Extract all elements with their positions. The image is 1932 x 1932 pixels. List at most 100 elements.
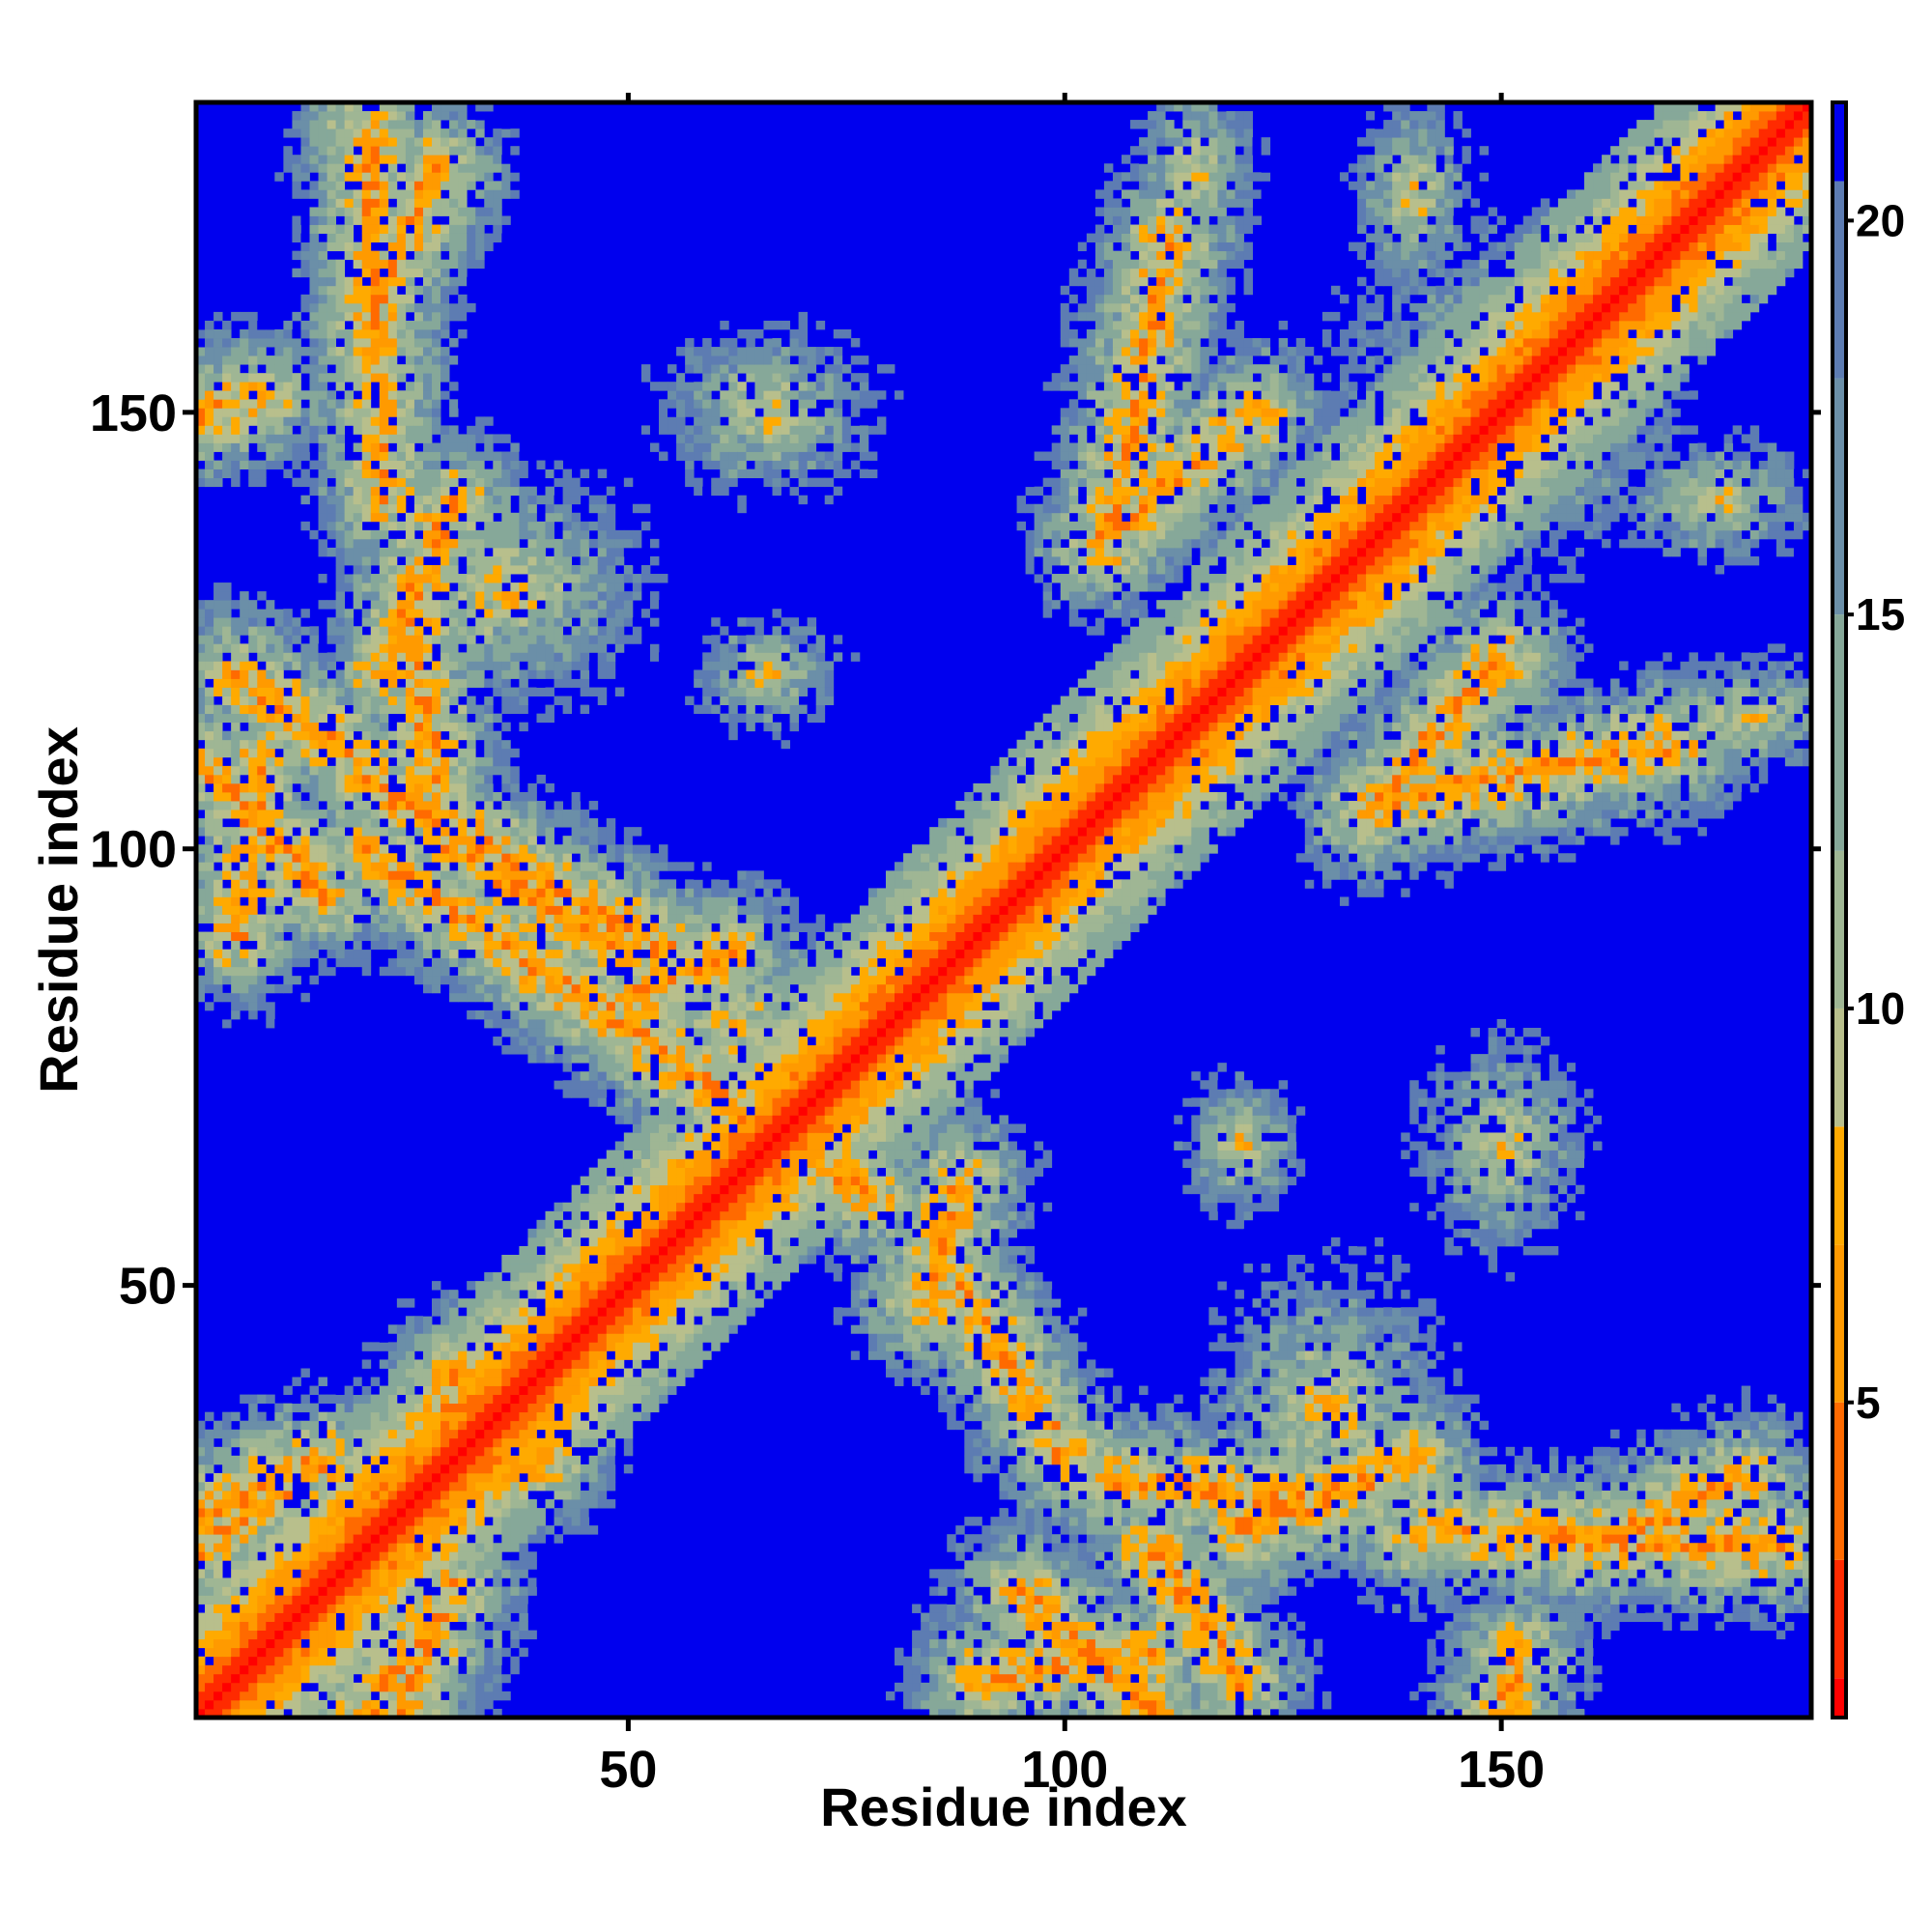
heatmap-cell <box>432 294 441 304</box>
heatmap-cell <box>571 966 582 977</box>
heatmap-cell <box>274 451 284 461</box>
heatmap-cell <box>309 730 319 741</box>
heatmap-cell <box>475 486 485 497</box>
heatmap-cell <box>309 320 319 330</box>
heatmap-cell <box>379 600 389 610</box>
heatmap-cell <box>309 853 319 863</box>
heatmap-cell <box>588 1525 599 1535</box>
heatmap-cell <box>405 1664 415 1675</box>
heatmap-cell <box>196 1586 206 1596</box>
heatmap-cell <box>257 399 267 409</box>
heatmap-cell <box>440 1411 450 1422</box>
heatmap-cell <box>248 1690 258 1701</box>
heatmap-cell <box>387 1420 398 1431</box>
heatmap-cell <box>536 1525 546 1535</box>
heatmap-cell <box>213 1638 223 1649</box>
heatmap-cell <box>571 888 582 897</box>
heatmap-cell <box>501 1307 511 1317</box>
heatmap-cell <box>196 1664 206 1675</box>
heatmap-cell <box>449 338 459 348</box>
heatmap-cell <box>248 1491 258 1500</box>
heatmap-cell <box>361 1377 372 1386</box>
heatmap-cell <box>387 1463 398 1474</box>
heatmap-cell <box>335 756 346 767</box>
heatmap-cell <box>370 495 381 505</box>
heatmap-cell <box>527 652 537 662</box>
heatmap-cell <box>327 791 337 802</box>
heatmap-cell <box>475 189 485 199</box>
heatmap-cell <box>196 888 206 897</box>
heatmap-cell <box>309 678 319 688</box>
heatmap-cell <box>283 1385 293 1395</box>
heatmap-cell <box>353 1708 363 1719</box>
heatmap-cell <box>353 818 363 828</box>
heatmap-cell <box>527 486 537 497</box>
heatmap-cell <box>205 992 214 1003</box>
heatmap-cell <box>344 756 355 767</box>
heatmap-cell <box>432 600 441 610</box>
heatmap-cell <box>413 923 424 932</box>
heatmap-cell <box>475 782 485 793</box>
heatmap-cell <box>571 1037 582 1046</box>
heatmap-cell <box>449 983 459 994</box>
heatmap-cell <box>335 355 346 365</box>
heatmap-cell <box>458 189 468 199</box>
heatmap-cell <box>510 451 520 461</box>
heatmap-cell <box>467 931 476 942</box>
heatmap-cell <box>440 1307 450 1317</box>
heatmap-cell <box>309 870 319 880</box>
heatmap-cell <box>458 853 468 863</box>
heatmap-cell <box>405 1316 415 1325</box>
heatmap-cell <box>405 382 415 391</box>
heatmap-cell <box>379 730 389 741</box>
heatmap-cell <box>213 1517 223 1526</box>
heatmap-cell <box>571 844 582 854</box>
heatmap-cell <box>257 730 267 741</box>
heatmap-cell <box>318 355 327 365</box>
heatmap-cell <box>440 1595 450 1605</box>
heatmap-cell <box>240 1481 249 1492</box>
heatmap-cell <box>536 1045 546 1055</box>
heatmap-cell <box>327 1560 337 1570</box>
heatmap-cell <box>467 242 476 252</box>
heatmap-cell <box>493 1403 502 1413</box>
heatmap-cell <box>562 966 573 977</box>
heatmap-cell <box>379 250 389 261</box>
heatmap-cell <box>196 442 206 452</box>
heatmap-cell <box>493 905 502 915</box>
heatmap-cell <box>205 364 214 374</box>
heatmap-cell <box>344 512 355 523</box>
heatmap-cell <box>484 774 494 784</box>
heatmap-cell <box>327 905 337 915</box>
heatmap-cell <box>361 704 372 715</box>
heatmap-cell <box>501 862 511 871</box>
heatmap-cell <box>493 224 502 234</box>
heatmap-cell <box>422 198 433 208</box>
heatmap-cell <box>309 1595 319 1605</box>
heatmap-cell <box>562 469 573 479</box>
heatmap-cell <box>335 1673 346 1684</box>
heatmap-cell <box>432 931 441 942</box>
heatmap-cell <box>405 1429 415 1439</box>
heatmap-cell <box>222 1690 232 1701</box>
heatmap-cell <box>405 931 415 942</box>
heatmap-cell <box>501 547 511 557</box>
heatmap-cell <box>510 1298 520 1308</box>
heatmap-cell <box>196 722 206 732</box>
heatmap-cell <box>405 862 415 871</box>
heatmap-cell <box>510 1316 520 1325</box>
heatmap-cell <box>283 1525 293 1535</box>
heatmap-cell <box>580 1254 590 1264</box>
heatmap-cell <box>545 635 554 644</box>
heatmap-cell <box>283 1508 293 1518</box>
heatmap-cell <box>231 364 241 374</box>
heatmap-cell <box>562 486 573 497</box>
heatmap-cell <box>353 905 363 915</box>
heatmap-cell <box>413 137 424 147</box>
heatmap-cell <box>222 1551 232 1561</box>
heatmap-cell <box>292 477 301 488</box>
heatmap-cell <box>257 390 267 400</box>
heatmap-cell <box>440 756 450 767</box>
heatmap-cell <box>196 434 206 443</box>
heatmap-cell <box>353 853 363 863</box>
